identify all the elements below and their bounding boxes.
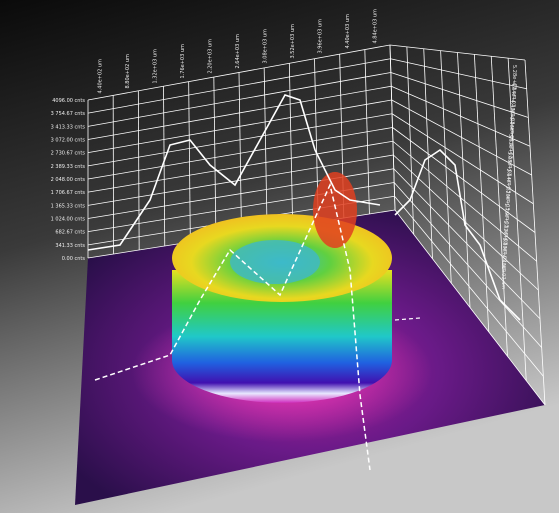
grid-line [389, 44, 526, 61]
grid-line [392, 140, 537, 262]
grid-line [87, 85, 392, 140]
grid-line [87, 99, 392, 154]
y-label: 8.80e+02 um [501, 238, 507, 273]
grid-line [87, 154, 394, 206]
grid-line [390, 58, 527, 90]
grid-line [393, 182, 542, 348]
grid-line [87, 44, 391, 101]
grid-line [390, 72, 529, 118]
x-label: 4.84e+03 um [372, 9, 378, 44]
y-label: 1.32e+03 um [502, 220, 508, 255]
grid-line [87, 140, 393, 193]
donut-side [172, 270, 392, 403]
z-label: 1 365.33 cnts [51, 203, 86, 209]
z-label: 1 024.00 cnts [51, 217, 86, 223]
grid-line [394, 209, 546, 406]
z-label: 3 413.33 cnts [51, 124, 86, 130]
x-label: 3.96e+03 um [317, 19, 323, 54]
x-label: 3.08e+03 um [262, 29, 268, 64]
grid-line [391, 113, 534, 205]
grid-line [393, 154, 539, 291]
x-label: 1.32e+03 um [153, 49, 159, 84]
y-label: 3.52e+03 um [507, 134, 513, 169]
y-label: 5.28e+03 um [511, 65, 517, 100]
y-label: 4.40e+02 um [500, 255, 506, 290]
x-label: 3.52e+03 um [290, 24, 296, 59]
y-label: 1.76e+03 um [503, 203, 509, 238]
y-label: 2.20e+03 um [504, 186, 510, 221]
x-label: 4.40e+02 um [98, 59, 104, 94]
x-label: 2.20e+03 um [208, 39, 214, 74]
x-label: 2.64e+03 um [235, 34, 241, 69]
y-label: 4.84e+03 um [510, 82, 516, 117]
grid-line [394, 195, 544, 377]
x-label: 8.80e+02 um [125, 54, 131, 89]
grid-line [391, 99, 532, 176]
grid-line [87, 113, 393, 167]
x-label: 1.76e+03 um [180, 44, 186, 79]
z-label: 682.67 cnts [55, 230, 85, 236]
grid-line [87, 72, 391, 127]
z-label: 2 730.67 cnts [51, 151, 86, 157]
x-profile [87, 94, 381, 251]
z-label: 341.33 cnts [55, 243, 85, 249]
y-label: 3.08e+03 um [506, 151, 512, 186]
cut-line [94, 182, 371, 471]
grid-line [87, 127, 393, 180]
z-label: 0.00 cnts [62, 256, 86, 262]
z-label: 1 706.67 cnts [51, 190, 86, 196]
grid-line [391, 85, 531, 147]
grid-line [392, 127, 536, 233]
y-label: 3.96e+03 um [508, 117, 514, 152]
x-label: 4.40e+03 um [345, 14, 351, 49]
y-label: 2.64e+03 um [505, 169, 511, 204]
hot-spot [313, 172, 357, 248]
y-label: 4.40e+03 um [509, 100, 515, 135]
z-label: 4096.00 cnts [52, 98, 85, 104]
y-profile [394, 148, 521, 321]
z-label: 3 072.00 cnts [51, 138, 86, 144]
grid-line [393, 168, 541, 320]
z-label: 2 048.00 cnts [51, 177, 86, 183]
z-label: 3 754.67 cnts [51, 111, 86, 117]
z-label: 2 389.33 cnts [51, 164, 86, 170]
grid-line [87, 58, 391, 114]
axis-labels: 4096.00 cnts 3 754.67 cnts 3 413.33 cnts 3 … [51, 9, 517, 289]
grid-walls [87, 44, 546, 406]
donut-hole [230, 240, 320, 284]
